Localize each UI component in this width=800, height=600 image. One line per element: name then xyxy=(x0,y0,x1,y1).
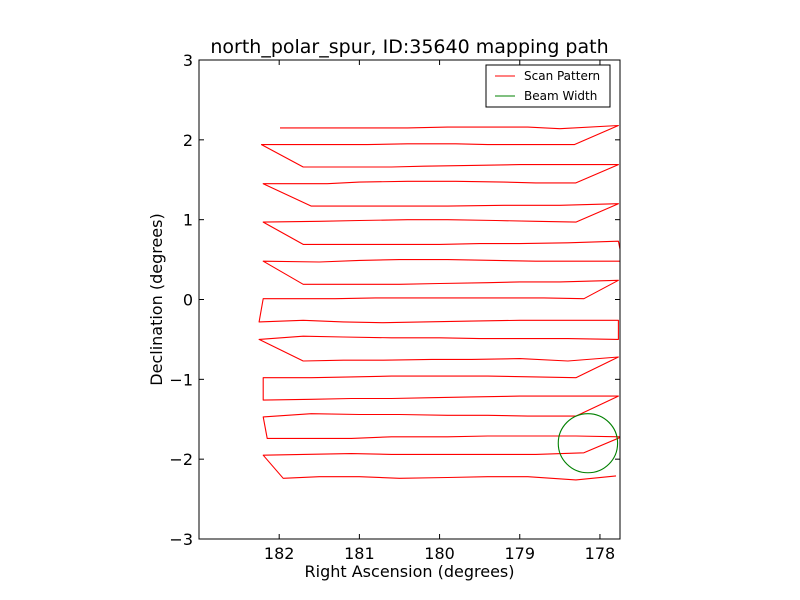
x-tick-label: 181 xyxy=(344,544,375,563)
scan-pattern-line xyxy=(258,124,620,481)
y-tick-label: 2 xyxy=(183,131,193,150)
x-axis-title: Right Ascension (degrees) xyxy=(305,562,515,581)
y-axis-title: Declination (degrees) xyxy=(147,213,166,385)
beam-width-circle xyxy=(557,413,619,474)
y-tick-label: −2 xyxy=(169,450,193,469)
y-tick-label: 1 xyxy=(183,211,193,230)
legend: Scan Pattern Beam Width xyxy=(485,64,611,108)
legend-label: Beam Width xyxy=(524,89,597,103)
y-axis: −3 −2 −1 0 1 2 3 xyxy=(169,51,620,549)
chart-title: north_polar_spur, ID:35640 mapping path xyxy=(210,36,608,58)
x-tick-label: 182 xyxy=(264,544,295,563)
x-axis: 182 181 180 179 178 xyxy=(264,60,615,563)
x-tick-label: 179 xyxy=(504,544,535,563)
y-tick-label: −3 xyxy=(169,530,193,549)
legend-label: Scan Pattern xyxy=(524,69,600,83)
plot-area xyxy=(199,60,620,539)
y-tick-label: 0 xyxy=(183,291,193,310)
y-tick-label: −1 xyxy=(169,370,193,389)
legend-box xyxy=(485,64,611,108)
x-tick-label: 180 xyxy=(424,544,455,563)
y-tick-label: 3 xyxy=(183,51,193,70)
x-tick-label: 178 xyxy=(585,544,616,563)
